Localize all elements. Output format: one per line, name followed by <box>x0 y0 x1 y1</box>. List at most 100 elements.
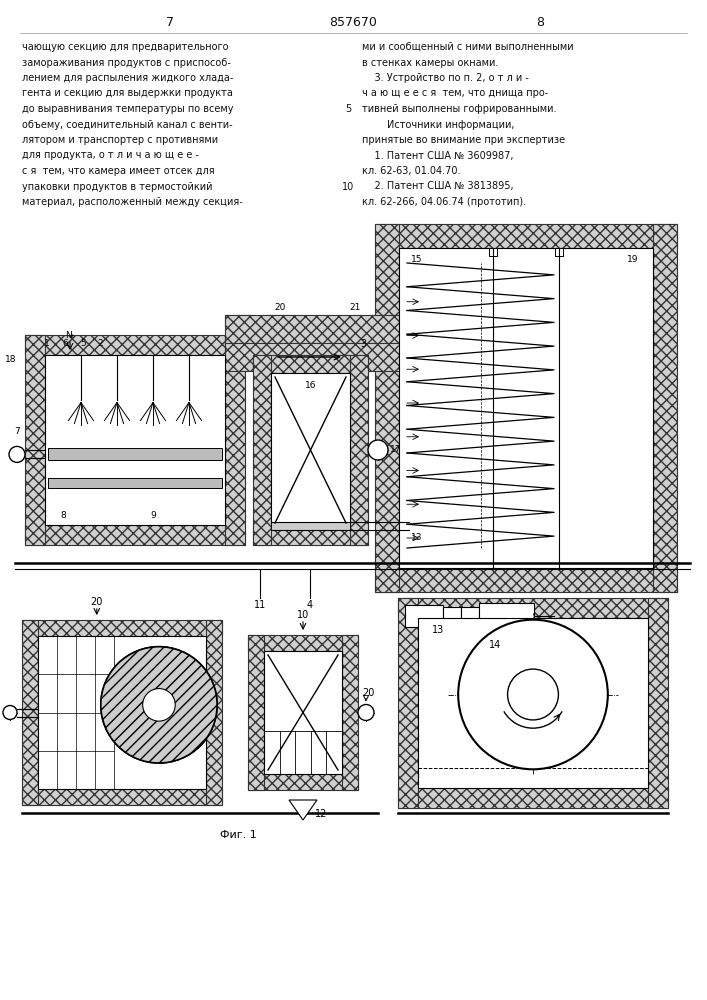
Bar <box>38 636 206 789</box>
Bar <box>398 788 668 808</box>
Text: Источники информации,: Источники информации, <box>362 119 515 129</box>
Bar <box>264 651 342 774</box>
Circle shape <box>3 706 17 720</box>
Bar <box>22 620 222 636</box>
Text: Nₜ: Nₜ <box>65 330 75 340</box>
Bar <box>225 343 405 371</box>
Text: 14: 14 <box>489 640 501 650</box>
Bar <box>648 598 668 808</box>
Bar <box>253 355 271 545</box>
Text: 5: 5 <box>80 338 86 348</box>
Text: в стенках камеры окнами.: в стенках камеры окнами. <box>362 57 498 68</box>
Text: ми и сообщенный с ними выполненными: ми и сообщенный с ними выполненными <box>362 42 573 52</box>
Bar <box>248 635 358 651</box>
Bar <box>263 315 291 327</box>
Text: 6: 6 <box>62 338 68 348</box>
Text: замораживания продуктов с приспособ-: замораживания продуктов с приспособ- <box>22 57 231 68</box>
Bar <box>375 224 399 592</box>
Text: объему, соединительный канал с венти-: объему, соединительный канал с венти- <box>22 119 233 129</box>
Bar <box>418 618 648 788</box>
Text: ч а ю щ е е с я  тем, что днища про-: ч а ю щ е е с я тем, что днища про- <box>362 89 548 99</box>
Text: принятые во внимание при экспертизе: принятые во внимание при экспертизе <box>362 135 565 145</box>
Bar <box>461 607 479 625</box>
Bar <box>342 635 358 790</box>
Text: 18: 18 <box>5 356 17 364</box>
Bar <box>248 635 264 790</box>
Bar <box>253 527 368 545</box>
Text: 5: 5 <box>345 104 351 114</box>
Bar <box>22 620 38 805</box>
Text: материал, расположенный между секция-: материал, расположенный между секция- <box>22 197 243 207</box>
Text: 20: 20 <box>362 688 374 698</box>
Text: гента и секцию для выдержки продукта: гента и секцию для выдержки продукта <box>22 89 233 99</box>
Bar <box>555 248 563 256</box>
Text: 12: 12 <box>315 809 327 819</box>
Text: 20: 20 <box>274 302 286 312</box>
Text: 1: 1 <box>44 338 50 348</box>
Bar <box>253 355 368 373</box>
Circle shape <box>458 620 608 769</box>
Text: 15: 15 <box>411 255 423 264</box>
Text: лением для распыления жидкого хлада-: лением для распыления жидкого хлада- <box>22 73 233 83</box>
Text: 10: 10 <box>342 182 354 192</box>
Text: чающую секцию для предварительного: чающую секцию для предварительного <box>22 42 228 52</box>
Bar <box>271 522 350 530</box>
Bar <box>375 224 677 248</box>
Bar <box>225 335 245 545</box>
Text: до выравнивания температуры по всему: до выравнивания температуры по всему <box>22 104 233 114</box>
Text: 7: 7 <box>14 427 20 436</box>
Bar <box>489 248 497 256</box>
Text: кл. 62-266, 04.06.74 (прототип).: кл. 62-266, 04.06.74 (прототип). <box>362 197 526 207</box>
Bar <box>22 789 222 805</box>
Text: для продукта, о т л и ч а ю щ е е -: для продукта, о т л и ч а ю щ е е - <box>22 150 199 160</box>
Text: 3: 3 <box>360 339 366 349</box>
Text: 13: 13 <box>411 534 423 542</box>
Text: 21: 21 <box>349 302 361 312</box>
Bar <box>443 607 461 625</box>
Text: 3. Устройство по п. 2, о т л и -: 3. Устройство по п. 2, о т л и - <box>362 73 529 83</box>
Text: кл. 62-63, 01.04.70.: кл. 62-63, 01.04.70. <box>362 166 460 176</box>
Circle shape <box>143 689 175 721</box>
Text: 13: 13 <box>432 625 444 635</box>
Text: 8: 8 <box>536 16 544 29</box>
Bar <box>25 335 245 355</box>
Bar <box>206 620 222 805</box>
Text: 2. Патент США № 3813895,: 2. Патент США № 3813895, <box>362 182 513 192</box>
Bar <box>48 478 222 488</box>
Bar <box>350 355 368 545</box>
Circle shape <box>368 440 388 460</box>
Text: 11: 11 <box>254 600 266 610</box>
Text: 20: 20 <box>90 597 103 607</box>
Bar <box>248 774 358 790</box>
Text: 1. Патент США № 3609987,: 1. Патент США № 3609987, <box>362 150 513 160</box>
Text: 2: 2 <box>97 338 103 348</box>
Bar <box>25 335 45 545</box>
Bar <box>479 603 534 629</box>
Bar <box>398 598 668 618</box>
Text: 857670: 857670 <box>329 16 378 29</box>
Circle shape <box>101 647 217 763</box>
Text: лятором и транспортер с противнями: лятором и транспортер с противнями <box>22 135 218 145</box>
Text: 7: 7 <box>166 16 174 29</box>
Text: 4: 4 <box>307 600 313 610</box>
Bar <box>405 605 443 627</box>
Bar <box>375 568 677 592</box>
Text: 16: 16 <box>305 380 316 389</box>
Bar <box>653 224 677 592</box>
Bar <box>45 355 225 525</box>
Bar <box>225 315 405 343</box>
Bar <box>271 373 350 527</box>
Text: 10: 10 <box>297 610 309 620</box>
Bar <box>225 315 253 327</box>
Polygon shape <box>289 800 317 820</box>
Circle shape <box>9 446 25 462</box>
Circle shape <box>358 704 374 720</box>
Text: упаковки продуктов в термостойкий: упаковки продуктов в термостойкий <box>22 182 213 192</box>
Text: с я  тем, что камера имеет отсек для: с я тем, что камера имеет отсек для <box>22 166 215 176</box>
Text: тивней выполнены гофрированными.: тивней выполнены гофрированными. <box>362 104 556 114</box>
Text: Фиг. 1: Фиг. 1 <box>220 830 257 840</box>
Bar <box>399 248 653 568</box>
Circle shape <box>508 669 559 720</box>
Bar <box>25 525 245 545</box>
Text: 17: 17 <box>390 446 402 454</box>
